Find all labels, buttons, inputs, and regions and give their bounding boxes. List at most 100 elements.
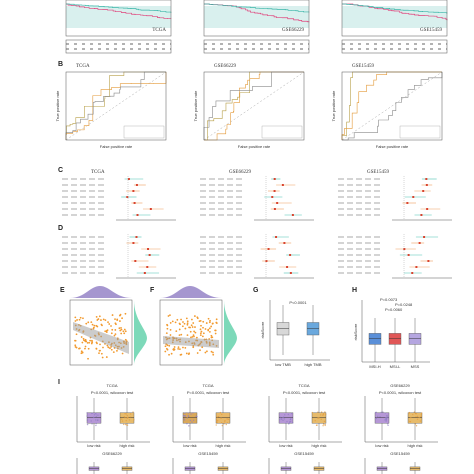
x-axis-label: False positive rate bbox=[100, 144, 133, 149]
point bbox=[196, 352, 199, 354]
point bbox=[168, 344, 171, 347]
point bbox=[289, 421, 292, 423]
p-value: P=0.0060 bbox=[385, 307, 403, 312]
point bbox=[224, 419, 226, 422]
point bbox=[283, 418, 286, 420]
point bbox=[180, 333, 183, 336]
panel-frame bbox=[69, 299, 133, 366]
point bbox=[174, 321, 177, 324]
point bbox=[195, 415, 197, 418]
point bbox=[119, 320, 121, 322]
point bbox=[79, 316, 82, 319]
point bbox=[91, 339, 93, 342]
point bbox=[121, 352, 124, 355]
point bbox=[183, 419, 186, 421]
point bbox=[180, 318, 182, 321]
y-axis-label: riskScore bbox=[260, 321, 265, 338]
point bbox=[175, 330, 178, 333]
point bbox=[291, 422, 294, 424]
point bbox=[125, 419, 127, 422]
estimate bbox=[276, 202, 279, 204]
point bbox=[114, 329, 117, 331]
point bbox=[122, 330, 125, 333]
point bbox=[93, 324, 96, 327]
point bbox=[84, 345, 87, 348]
point bbox=[102, 318, 105, 321]
point bbox=[113, 334, 116, 337]
point bbox=[204, 328, 207, 330]
point bbox=[202, 326, 204, 329]
point bbox=[95, 419, 97, 421]
point bbox=[121, 418, 123, 420]
p-value: P<0.0001, wilcoxon test bbox=[283, 390, 326, 395]
point bbox=[385, 418, 388, 420]
point bbox=[376, 415, 379, 418]
point bbox=[324, 411, 326, 413]
point bbox=[124, 338, 127, 341]
panel-frame bbox=[203, 71, 305, 141]
dataset-label: TCGA bbox=[91, 170, 105, 175]
point bbox=[74, 320, 77, 322]
point bbox=[98, 352, 100, 354]
dataset-label: GSE66229 bbox=[214, 64, 236, 69]
estimate bbox=[126, 196, 129, 198]
point bbox=[118, 314, 121, 317]
point bbox=[95, 424, 97, 427]
legend-box bbox=[399, 125, 441, 139]
panel-label: B bbox=[58, 61, 63, 68]
point bbox=[380, 411, 382, 414]
point bbox=[420, 414, 423, 416]
point bbox=[86, 423, 89, 426]
dataset-label: GSE66229 bbox=[229, 170, 251, 175]
point bbox=[410, 416, 412, 419]
estimate bbox=[289, 272, 292, 274]
dataset-label: GSE66229 bbox=[102, 451, 122, 456]
estimate bbox=[283, 242, 286, 244]
dataset-label: GSE66229 bbox=[282, 28, 304, 33]
point bbox=[95, 415, 97, 418]
point bbox=[187, 353, 190, 356]
point bbox=[188, 326, 190, 329]
estimate bbox=[267, 248, 270, 250]
point bbox=[107, 346, 110, 349]
panel-label: G bbox=[253, 287, 259, 294]
point bbox=[207, 317, 210, 320]
point bbox=[322, 414, 324, 416]
density-right bbox=[224, 300, 237, 365]
estimate bbox=[406, 202, 409, 204]
x-tick-label: MSS bbox=[411, 364, 420, 369]
density-top bbox=[160, 286, 222, 298]
x-axis-label: False positive rate bbox=[376, 144, 409, 149]
panel-frame bbox=[341, 39, 448, 54]
point bbox=[100, 323, 103, 326]
point bbox=[164, 350, 167, 353]
point bbox=[204, 351, 207, 354]
estimate bbox=[133, 202, 136, 204]
panel-frame bbox=[65, 39, 172, 54]
point bbox=[91, 412, 94, 414]
point bbox=[90, 321, 93, 323]
point bbox=[206, 350, 208, 353]
point bbox=[105, 330, 108, 333]
point bbox=[98, 315, 101, 318]
x-tick-label: MSI-H bbox=[369, 364, 380, 369]
point bbox=[183, 418, 185, 420]
point bbox=[210, 334, 213, 337]
point bbox=[221, 413, 223, 416]
estimate bbox=[415, 266, 418, 268]
point bbox=[166, 327, 169, 330]
point bbox=[90, 420, 92, 422]
point bbox=[416, 418, 419, 420]
point bbox=[192, 322, 195, 324]
point bbox=[224, 421, 226, 423]
point bbox=[78, 318, 81, 321]
point bbox=[122, 423, 125, 426]
point bbox=[220, 421, 223, 424]
point bbox=[83, 339, 85, 342]
point bbox=[74, 344, 77, 347]
point bbox=[101, 356, 104, 359]
point bbox=[193, 330, 196, 333]
point bbox=[202, 332, 205, 335]
estimate bbox=[132, 190, 135, 192]
point bbox=[279, 416, 281, 418]
